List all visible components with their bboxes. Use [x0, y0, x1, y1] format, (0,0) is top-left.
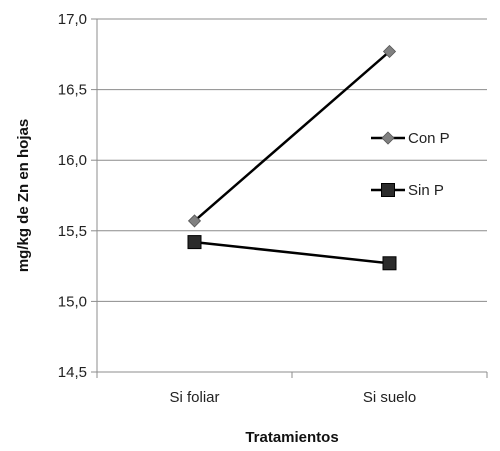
series-sin-p — [187, 235, 397, 271]
x-tick-label: Si suelo — [363, 389, 416, 406]
legend-label: Sin P — [408, 182, 444, 199]
x-axis-ticks: Si foliar Si suelo — [96, 372, 488, 406]
data-point — [187, 214, 202, 228]
data-point — [187, 235, 202, 250]
series-layer — [187, 44, 397, 271]
legend-label: Con P — [408, 130, 450, 147]
legend: Con P Sin P — [371, 130, 450, 199]
y-tick-label: 17,0 — [58, 11, 87, 28]
series-line — [194, 240, 390, 265]
series-line — [193, 50, 391, 222]
y-axis-ticks: 14,5 15,0 15,5 16,0 16,5 17,0 — [58, 11, 97, 381]
series-con-p — [187, 44, 397, 228]
x-axis-title: Tratamientos — [245, 429, 338, 446]
y-tick-label: 15,5 — [58, 223, 87, 240]
y-tick-label: 16,5 — [58, 82, 87, 99]
y-tick-label: 15,0 — [58, 293, 87, 310]
data-point — [382, 44, 397, 59]
y-tick-label: 14,5 — [58, 364, 87, 381]
legend-item: Sin P — [371, 182, 444, 199]
legend-marker — [381, 131, 395, 145]
x-tick-label: Si foliar — [169, 389, 219, 406]
legend-item: Con P — [371, 130, 450, 147]
legend-marker — [381, 183, 395, 197]
y-tick-label: 16,0 — [58, 152, 87, 169]
grid-lines — [97, 18, 487, 302]
data-point — [382, 256, 397, 271]
y-axis-title: mg/kg de Zn en hojas — [15, 119, 32, 272]
